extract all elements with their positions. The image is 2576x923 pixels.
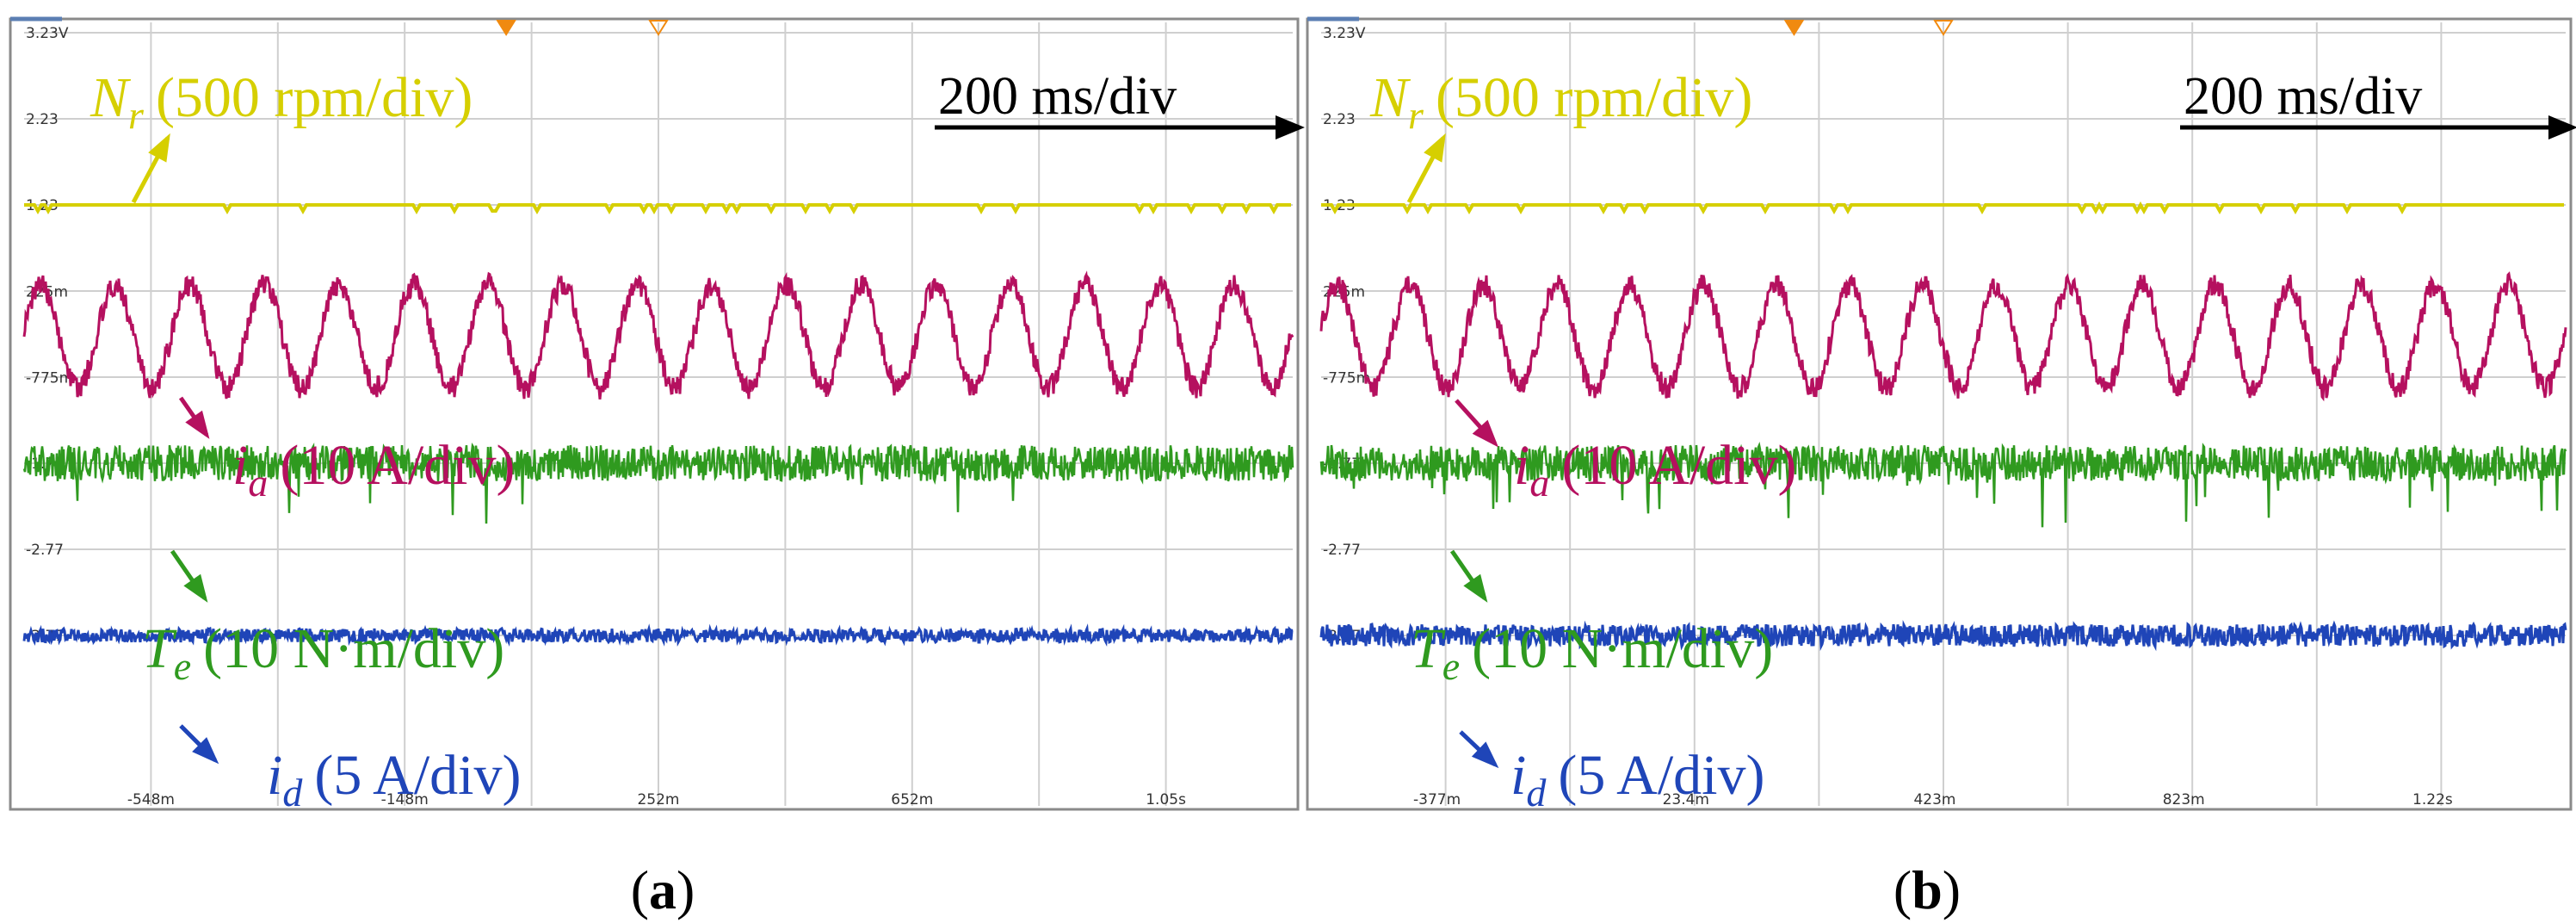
x-tick-label: 1.22s — [2412, 791, 2453, 808]
arrowhead-icon — [1424, 133, 1446, 163]
time-scale-label: 200 ms/div — [2184, 67, 2422, 126]
panel-label-open: ( — [1893, 859, 1912, 920]
scope-frame — [1306, 17, 2573, 811]
trace-subscript: e — [174, 644, 191, 688]
y-marker-label: 3.23V — [1323, 25, 1366, 42]
y-marker-label: -2.77 — [26, 542, 64, 559]
trace-label-ia: ia (10 A/div) — [232, 434, 516, 505]
trace-line-te — [22, 442, 1294, 524]
trace-label-te: Te (10 N·m/div) — [142, 617, 504, 688]
arrowhead-icon — [148, 133, 170, 163]
arrowhead-icon — [1472, 419, 1499, 448]
trace-subscript: a — [1529, 461, 1549, 505]
trace-scale: (5 A/div) — [1558, 744, 1764, 807]
arrowhead-icon — [2548, 115, 2576, 139]
panel-label-close: ) — [676, 859, 695, 920]
arrowhead-icon — [183, 573, 208, 603]
trace-subscript: r — [128, 93, 145, 137]
x-tick-label: 23.4m — [1663, 791, 1709, 808]
trace-scale: (500 rpm/div) — [1436, 66, 1752, 129]
panel-label: (b) — [1893, 859, 1961, 920]
trace-scale: (10 N·m/div) — [1472, 617, 1773, 680]
trace-symbol: N — [1369, 66, 1412, 129]
trace-scale: (500 rpm/div) — [156, 66, 473, 129]
trace-line-nr — [1321, 201, 2564, 215]
trace-symbol: i — [267, 744, 282, 807]
y-marker-label: 2.23 — [1323, 111, 1356, 128]
trace-scale: (5 A/div) — [314, 744, 521, 807]
time-scale-label: 200 ms/div — [938, 67, 1177, 126]
x-tick-label: -548m — [127, 791, 175, 808]
trace-label-nr: Nr (500 rpm/div) — [1369, 66, 1752, 137]
trigger-marker-icon — [1783, 20, 1805, 36]
arrowhead-icon — [1463, 573, 1488, 603]
panel-label-letter: a — [649, 859, 676, 920]
trace-line-id — [1319, 619, 2567, 652]
trace-subscript: r — [1408, 93, 1424, 137]
panel-b: 3.23V 2.23 1.23 225m -775m -1.77 -2.77 -3.77 -37… — [1288, 0, 2576, 923]
y-marker-label: -2.77 — [1323, 542, 1361, 559]
trace-label-ia: ia (10 A/div) — [1514, 434, 1797, 505]
trace-subscript: d — [1526, 771, 1547, 815]
trace-subscript: a — [248, 461, 268, 505]
trace-scale: (10 N·m/div) — [203, 617, 504, 680]
trace-symbol: T — [1411, 617, 1446, 680]
scope-frame — [9, 17, 1300, 811]
trace-symbol: N — [90, 66, 132, 129]
panel-a: 3.23V 2.23 1.23 225m -775m -1.77 -2.77 -3.77 -54… — [9, 16, 1305, 920]
trace-label-id: id (5 A/div) — [1510, 744, 1765, 815]
arrowhead-icon — [1276, 115, 1305, 139]
panel-label-letter: b — [1912, 859, 1943, 920]
trace-label-id: id (5 A/div) — [267, 744, 522, 815]
trace-line-ia — [22, 270, 1294, 400]
trace-subscript: e — [1442, 644, 1460, 688]
trace-symbol: i — [232, 434, 248, 497]
x-tick-label: -377m — [1413, 791, 1461, 808]
arrowhead-icon — [192, 737, 219, 765]
trace-symbol: T — [142, 617, 177, 680]
trace-line-ia — [1319, 271, 2567, 402]
trace-subscript: d — [282, 771, 303, 815]
trace-line-te — [1319, 441, 2567, 528]
trigger-marker-icon — [1933, 20, 1954, 36]
panel-label: (a) — [631, 859, 695, 920]
trace-scale: (10 A/div) — [280, 434, 515, 497]
trace-symbol: i — [1514, 434, 1529, 497]
oscilloscope-chart-a: 3.23V2.231.23225m-775m-1.77-2.77-3.77-54… — [9, 16, 1305, 920]
panel-label-open: ( — [631, 859, 649, 920]
y-marker-label: -775m — [26, 370, 73, 387]
trigger-marker-icon — [496, 20, 516, 36]
arrowhead-icon — [1471, 741, 1499, 769]
y-marker-label: -775m — [1323, 370, 1370, 387]
trigger-marker-icon — [648, 20, 669, 36]
x-tick-label: 652m — [891, 791, 933, 808]
trace-line-id — [22, 623, 1294, 647]
trace-line-nr — [24, 203, 1291, 215]
y-marker-label: 3.23V — [26, 25, 69, 42]
panel-label-close: ) — [1943, 859, 1961, 920]
trace-scale: (10 A/div) — [1561, 434, 1796, 497]
x-tick-label: 423m — [1913, 791, 1955, 808]
trace-label-nr: Nr (500 rpm/div) — [90, 66, 473, 137]
y-marker-label: 2.23 — [26, 111, 59, 128]
x-tick-label: 1.05s — [1146, 791, 1186, 808]
trace-symbol: i — [1510, 744, 1526, 807]
oscilloscope-chart-b: 3.23V2.231.23225m-775m-1.77-2.77-3.77-37… — [1306, 16, 2576, 920]
arrowhead-icon — [185, 410, 210, 439]
trace-label-te: Te (10 N·m/div) — [1411, 617, 1773, 688]
x-tick-label: 823m — [2163, 791, 2205, 808]
x-tick-label: 252m — [637, 791, 679, 808]
x-tick-label: -148m — [381, 791, 429, 808]
